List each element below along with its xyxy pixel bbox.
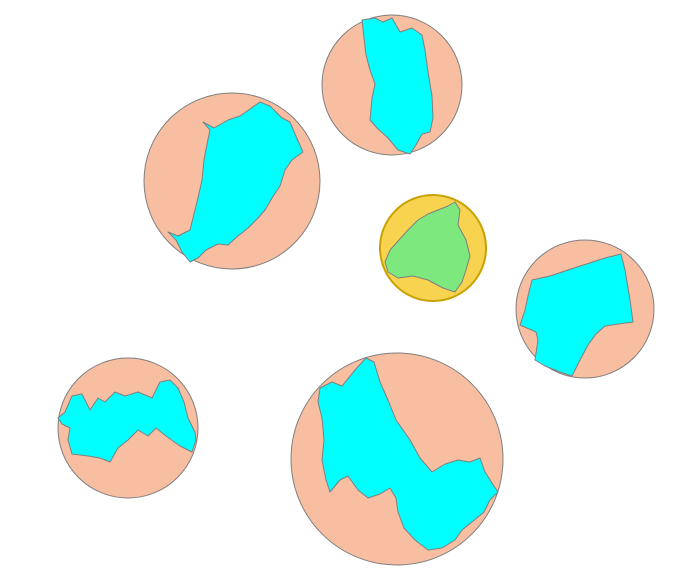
region-right-shape [519, 253, 634, 377]
region-top-center-shape [361, 17, 434, 155]
region-lower-left[interactable] [57, 357, 199, 499]
region-lower-left-shape [57, 379, 197, 463]
region-top-center[interactable] [321, 14, 463, 156]
region-bottom-center-shape [317, 357, 499, 551]
region-center-highlighted-shape [384, 201, 471, 293]
region-center-highlighted[interactable] [379, 194, 487, 302]
region-right[interactable] [515, 239, 655, 379]
region-bottom-center[interactable] [290, 352, 504, 566]
region-upper-left[interactable] [143, 92, 321, 270]
region-upper-left-shape [167, 101, 304, 263]
